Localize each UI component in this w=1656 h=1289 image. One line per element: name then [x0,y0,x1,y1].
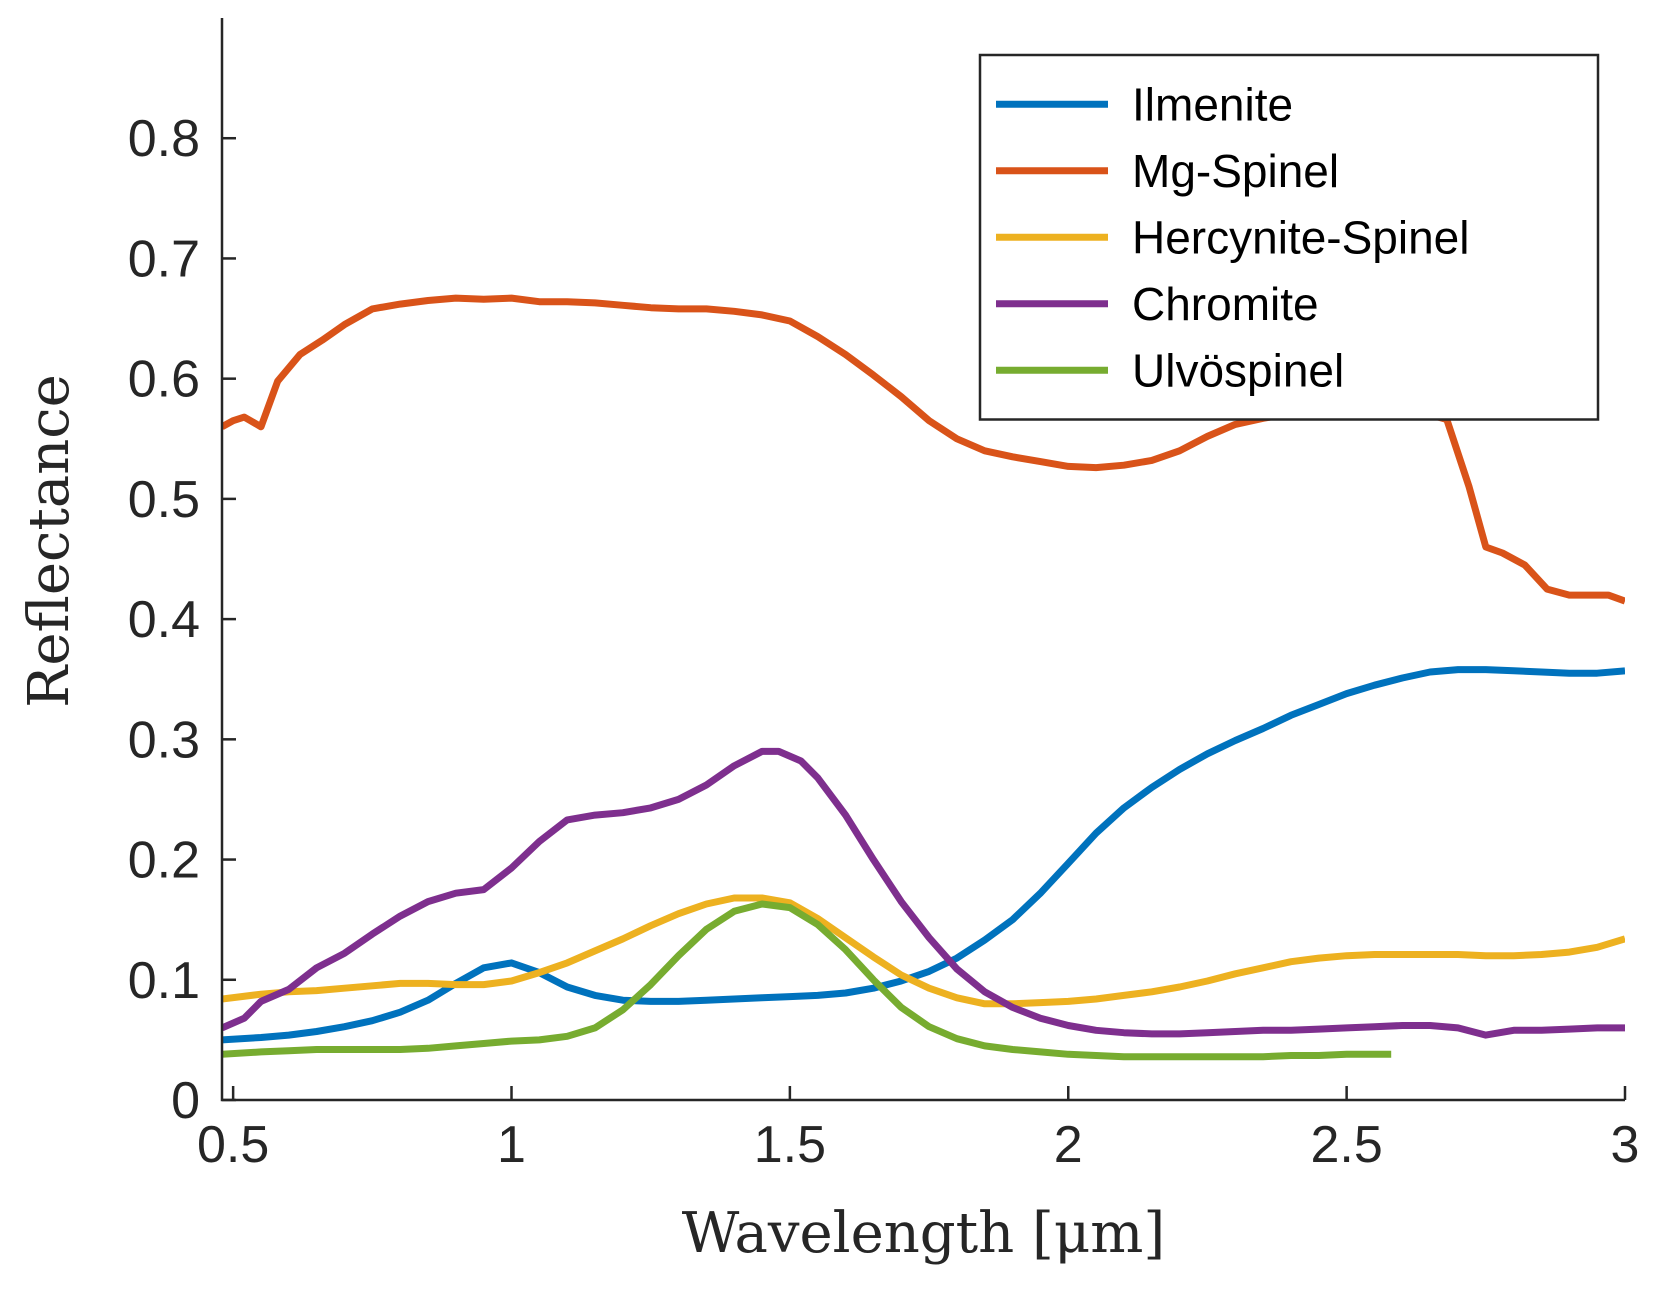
y-axis-title: Reflectance [17,374,82,708]
series-line-hercynite-spinel [222,894,1625,1008]
y-tick-label: 0.1 [128,952,200,1010]
x-tick-label: 1 [497,1116,526,1174]
series-line-ulv-spinel [222,900,1392,1061]
series-layer [222,294,1625,1061]
series-line-chromite [222,747,1625,1039]
y-tick-label: 0.3 [128,711,200,769]
x-tick-label: 3 [1611,1116,1640,1174]
legend-label-ilmenite: Ilmenite [1132,78,1293,130]
x-axis-ticks: 0.5 1 1.5 2 2.5 3 [197,1086,1639,1174]
y-tick-label: 0.7 [128,230,200,288]
legend-label-chromite: Chromite [1132,278,1319,330]
x-tick-label: 0.5 [197,1116,269,1174]
y-tick-label: 0 [171,1072,200,1130]
y-tick-label: 0.8 [128,110,200,168]
legend-label-mg-spinel: Mg-Spinel [1132,145,1339,197]
legend-label-hercynite-spinel: Hercynite-Spinel [1132,211,1469,263]
x-axis-title: Wavelength [μm] [682,1201,1165,1266]
y-tick-label: 0.2 [128,832,200,890]
y-axis-ticks: 0 0.1 0.2 0.3 0.4 0.5 0.6 0.7 0.8 [128,110,236,1130]
y-tick-label: 0.4 [128,591,200,649]
series-line-ilmenite [222,666,1625,1044]
x-tick-label: 2.5 [1310,1116,1382,1174]
x-tick-label: 1.5 [754,1116,826,1174]
legend-label-ulv-spinel: Ulvöspinel [1132,344,1344,396]
x-tick-label: 2 [1054,1116,1083,1174]
legend: Ilmenite Mg-Spinel Hercynite-Spinel Chromit… [978,53,1600,421]
y-tick-label: 0.6 [128,351,200,409]
y-tick-label: 0.5 [128,471,200,529]
